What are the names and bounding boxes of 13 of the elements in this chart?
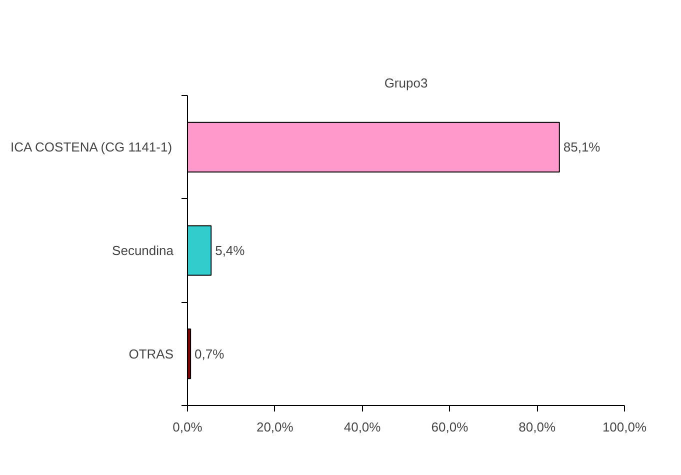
y-tick-label: Secundina bbox=[112, 243, 174, 258]
x-tick-label: 60,0% bbox=[431, 420, 469, 434]
data-label: 5,4% bbox=[215, 243, 246, 258]
y-tick-label: ICA COSTENA (CG 1141-1) bbox=[10, 140, 172, 155]
chart-title: Grupo3 bbox=[384, 76, 428, 90]
data-label: 0,7% bbox=[194, 346, 225, 362]
x-tick-label: 0,0% bbox=[172, 420, 203, 434]
y-tick-label: OTRAS bbox=[128, 346, 174, 362]
data-label: 85,1% bbox=[563, 140, 601, 155]
x-tick-label: 80,0% bbox=[518, 420, 556, 434]
x-tick-label: 100,0% bbox=[602, 420, 647, 434]
x-tick-label: 20,0% bbox=[256, 420, 294, 434]
x-tick-label: 40,0% bbox=[344, 420, 382, 434]
